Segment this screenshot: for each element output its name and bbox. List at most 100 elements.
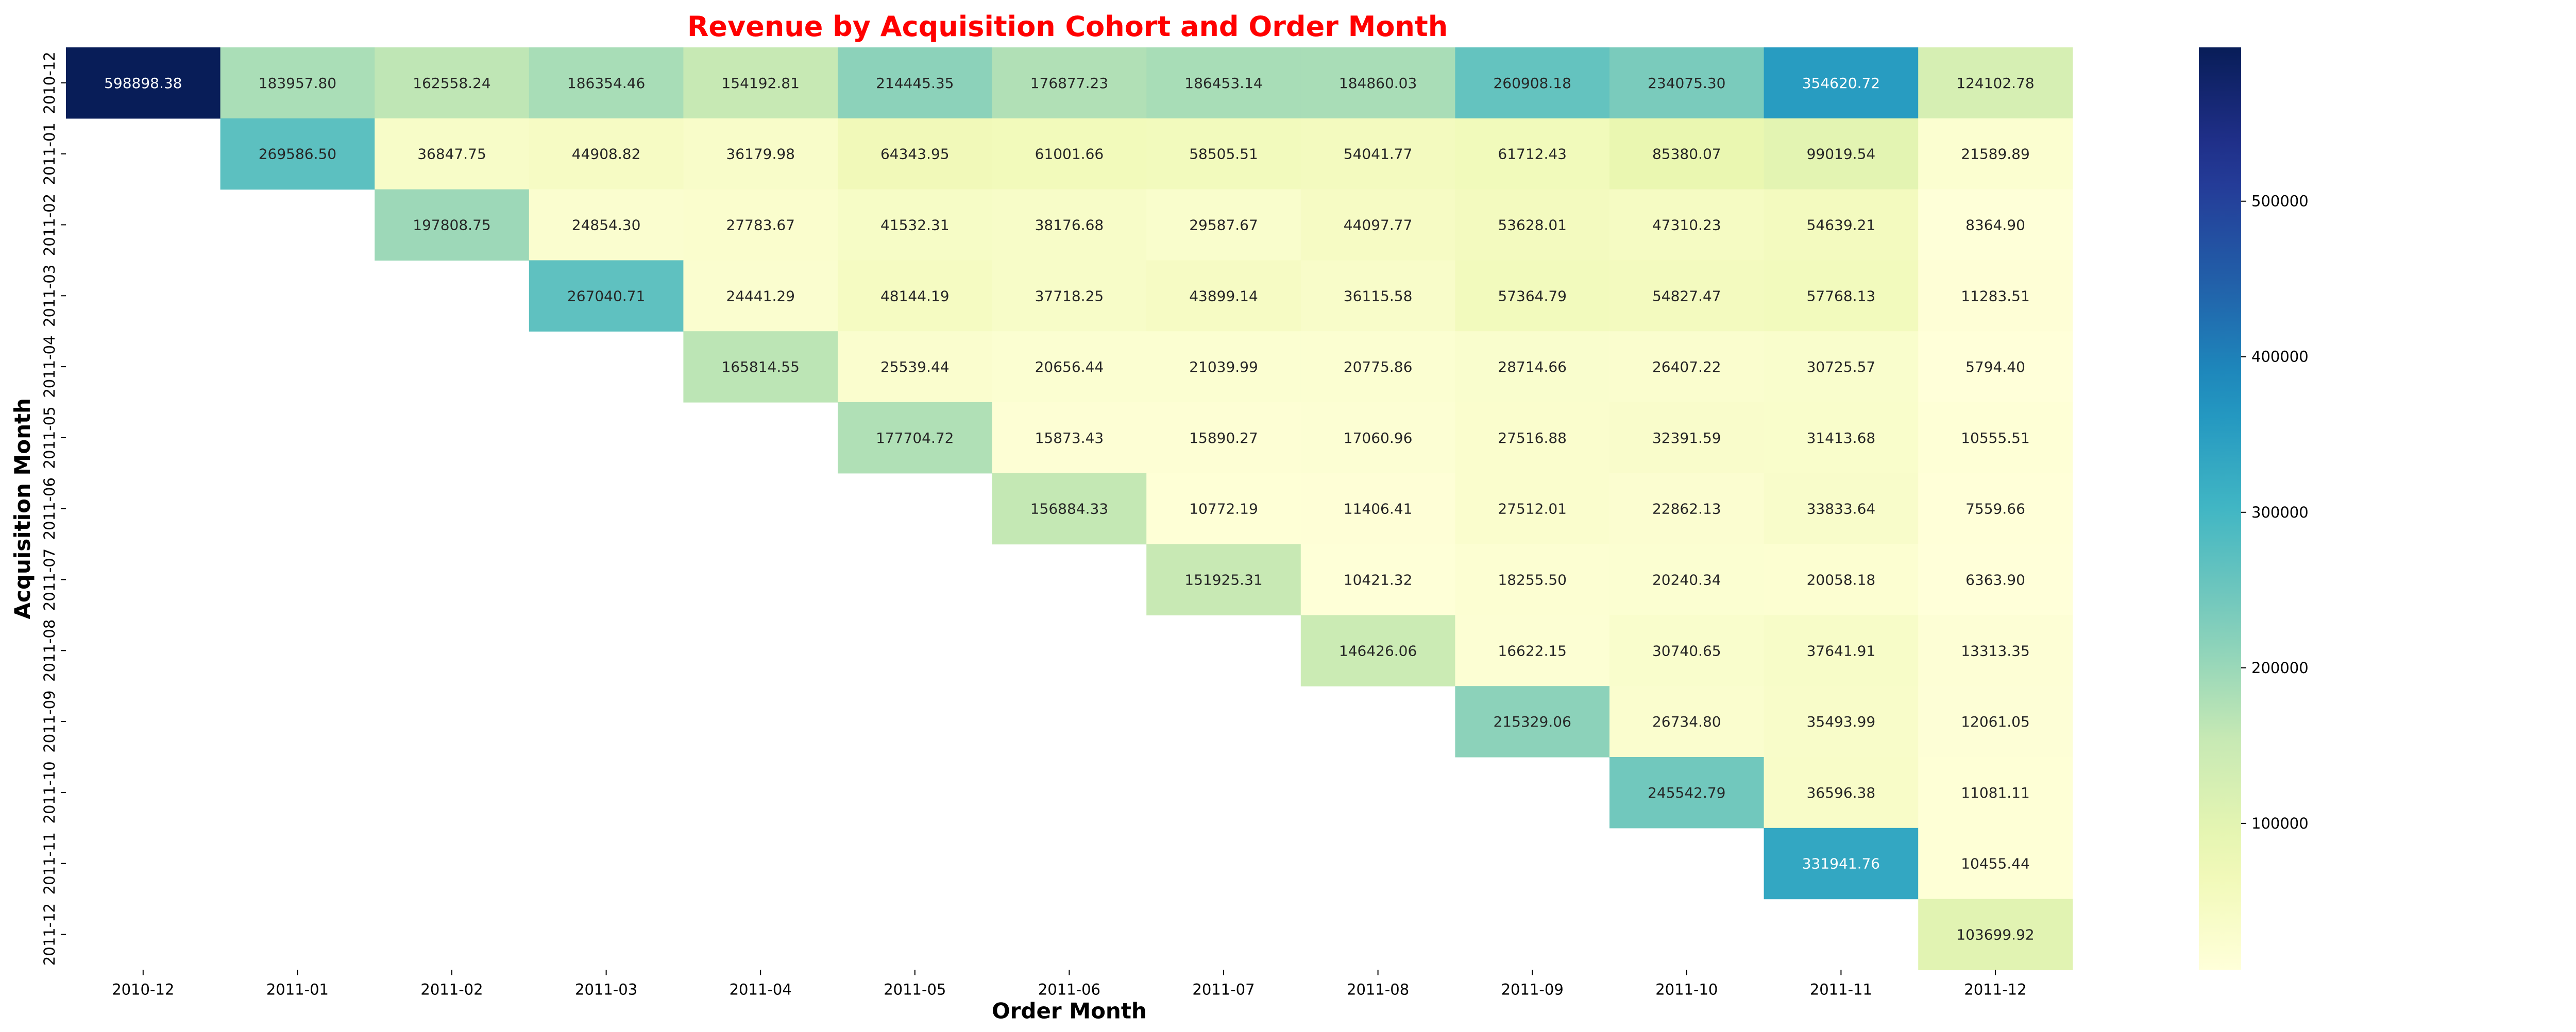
- heatmap-cell: [1764, 402, 1919, 474]
- heatmap-cell: [1609, 402, 1765, 474]
- heatmap-cell: [683, 331, 838, 403]
- heatmap-cell: [66, 47, 221, 119]
- heatmap-cell: [1764, 47, 1919, 119]
- cell-value-label: 11081.11: [1961, 784, 2030, 801]
- heatmap-cell: [683, 118, 838, 190]
- heatmap-cell: [1918, 544, 2073, 615]
- x-tick-label: 2011-06: [1038, 981, 1100, 998]
- heatmap-cell: [1146, 47, 1301, 119]
- cell-value-label: 29587.67: [1189, 217, 1258, 234]
- cell-value-label: 267040.71: [567, 287, 645, 304]
- cell-value-label: 26734.80: [1652, 713, 1721, 730]
- x-tick-label: 2011-01: [266, 981, 329, 998]
- cell-value-label: 176877.23: [1030, 75, 1108, 92]
- cell-value-label: 38176.68: [1035, 217, 1104, 234]
- cell-value-label: 21589.89: [1961, 146, 2030, 163]
- heatmap-cell: [1918, 189, 2073, 261]
- heatmap-cell: [1300, 47, 1455, 119]
- cell-value-label: 54639.21: [1807, 217, 1876, 234]
- x-axis-label: Order Month: [992, 998, 1147, 1023]
- cell-value-label: 64343.95: [880, 146, 950, 163]
- cell-value-label: 33833.64: [1807, 501, 1876, 518]
- heatmap-cell: [1146, 260, 1301, 332]
- heatmap-cell: [1764, 757, 1919, 829]
- heatmap-cell: [1764, 189, 1919, 261]
- cell-value-label: 184860.03: [1339, 75, 1417, 92]
- cell-value-label: 18255.50: [1498, 572, 1567, 589]
- cell-value-label: 6363.90: [1965, 572, 2025, 589]
- heatmap-cell: [1146, 189, 1301, 261]
- cell-value-label: 57768.13: [1807, 287, 1876, 304]
- heatmap-cell: [1609, 47, 1765, 119]
- cell-value-label: 16622.15: [1498, 642, 1567, 659]
- heatmap-cell: [1918, 47, 2073, 119]
- cell-value-label: 146426.06: [1339, 642, 1417, 659]
- cell-value-label: 85380.07: [1652, 146, 1721, 163]
- y-tick-label: 2011-10: [41, 761, 58, 823]
- heatmap-cell: [220, 47, 375, 119]
- cell-value-label: 10421.32: [1344, 572, 1413, 589]
- heatmap-cell: [375, 47, 530, 119]
- colorbar: [2199, 47, 2241, 970]
- heatmap-cell: [1455, 544, 1610, 615]
- x-tick-label: 2011-09: [1501, 981, 1564, 998]
- cell-value-label: 28714.66: [1498, 358, 1567, 375]
- heatmap-cell: [1146, 118, 1301, 190]
- cell-value-label: 22862.13: [1652, 501, 1721, 518]
- heatmap-cell: [1455, 686, 1610, 758]
- heatmap-cell: [1300, 402, 1455, 474]
- y-tick-label: 2011-04: [41, 336, 58, 398]
- cell-value-label: 124102.78: [1956, 75, 2034, 92]
- heatmap-cell: [683, 260, 838, 332]
- cell-value-label: 37718.25: [1035, 287, 1104, 304]
- heatmap-cell: [1146, 331, 1301, 403]
- heatmap-cell: [992, 331, 1147, 403]
- cell-value-label: 54041.77: [1344, 146, 1413, 163]
- cell-value-label: 20775.86: [1344, 358, 1413, 375]
- heatmap-cell: [1300, 118, 1455, 190]
- heatmap-cell: [1764, 331, 1919, 403]
- heatmap-cell: [992, 473, 1147, 545]
- cell-value-label: 44097.77: [1344, 217, 1413, 234]
- cell-value-label: 214445.35: [876, 75, 954, 92]
- heatmap-cell: [1300, 473, 1455, 545]
- cell-value-label: 15890.27: [1189, 429, 1258, 446]
- x-tick-label: 2011-10: [1655, 981, 1718, 998]
- heatmap-cell: [1918, 402, 2073, 474]
- cell-value-label: 35493.99: [1807, 713, 1876, 730]
- colorbar-tick-label: 300000: [2251, 504, 2309, 521]
- heatmap-cell: [1609, 189, 1765, 261]
- cell-value-label: 154192.81: [721, 75, 799, 92]
- heatmap-cell: [992, 402, 1147, 474]
- heatmap-cell: [529, 47, 684, 119]
- heatmap-cell: [1455, 260, 1610, 332]
- x-tick-label: 2011-12: [1964, 981, 2026, 998]
- heatmap-cell: [1300, 331, 1455, 403]
- cell-value-label: 37641.91: [1807, 642, 1876, 659]
- heatmap-cell: [529, 260, 684, 332]
- heatmap-cell: [1918, 331, 2073, 403]
- cell-value-label: 20656.44: [1035, 358, 1104, 375]
- x-tick-label: 2011-08: [1347, 981, 1409, 998]
- heatmap-cell: [1764, 118, 1919, 190]
- cell-value-label: 24441.29: [726, 287, 795, 304]
- heatmap-cell: [220, 118, 375, 190]
- heatmap-cell: [1146, 473, 1301, 545]
- cell-value-label: 177704.72: [876, 429, 954, 446]
- y-tick-label: 2011-07: [41, 548, 58, 611]
- cell-value-label: 12061.05: [1961, 713, 2030, 730]
- heatmap-cell: [1300, 615, 1455, 686]
- heatmap-cell: [1764, 260, 1919, 332]
- heatmap-cell: [1455, 118, 1610, 190]
- cell-value-label: 43899.14: [1189, 287, 1258, 304]
- cell-value-label: 234075.30: [1648, 75, 1725, 92]
- heatmap-cell: [1918, 118, 2073, 190]
- heatmap-cell: [1455, 47, 1610, 119]
- heatmap-cell: [1918, 686, 2073, 758]
- heatmap-cell: [529, 118, 684, 190]
- cell-value-label: 269586.50: [259, 146, 336, 163]
- x-tick-label: 2011-05: [884, 981, 946, 998]
- cell-value-label: 21039.99: [1189, 358, 1258, 375]
- chart-title: Revenue by Acquisition Cohort and Order …: [687, 10, 1448, 43]
